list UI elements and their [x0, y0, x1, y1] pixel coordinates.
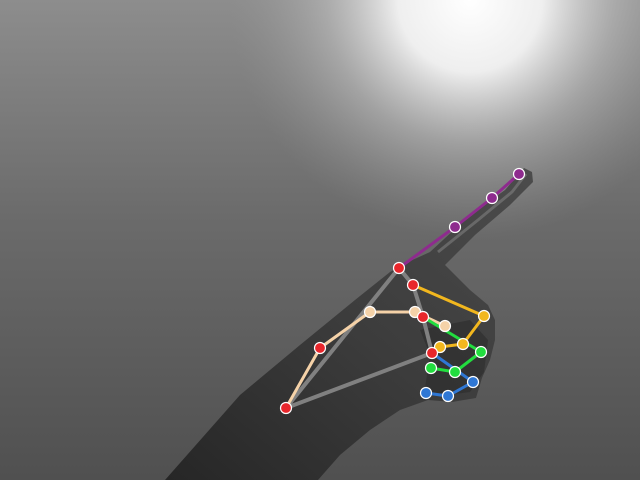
palm-bone — [421, 315, 434, 355]
ring-joint — [474, 345, 488, 359]
palm-bone — [284, 351, 434, 410]
middle-bone — [411, 283, 486, 318]
ring-joint — [424, 361, 438, 375]
ring-bone — [421, 315, 483, 354]
middle-joint — [477, 309, 491, 323]
thumb-joint — [438, 319, 452, 333]
index-bone — [397, 225, 457, 270]
index-finger-highlight — [437, 173, 528, 254]
pinky-joint — [425, 346, 439, 360]
index-bone — [453, 196, 494, 229]
index-joint — [448, 220, 462, 234]
landmark-joints — [279, 167, 526, 415]
pinky-joint — [466, 375, 480, 389]
thumb-joint — [313, 341, 327, 355]
ring-joint — [448, 365, 462, 379]
palm-bone — [284, 266, 401, 410]
pinky-joint — [419, 386, 433, 400]
pinky-joint — [441, 389, 455, 403]
index-joint — [512, 167, 526, 181]
middle-joint — [433, 340, 447, 354]
thumb-bone — [284, 346, 322, 410]
ring-joint — [416, 310, 430, 324]
wrist-joint — [279, 401, 293, 415]
thumb-joint — [363, 305, 377, 319]
middle-joint — [406, 278, 420, 292]
index-joint — [485, 191, 499, 205]
hand-silhouette — [165, 168, 533, 480]
middle-joint — [456, 337, 470, 351]
index-joint — [392, 261, 406, 275]
thumb-bone — [318, 310, 372, 350]
